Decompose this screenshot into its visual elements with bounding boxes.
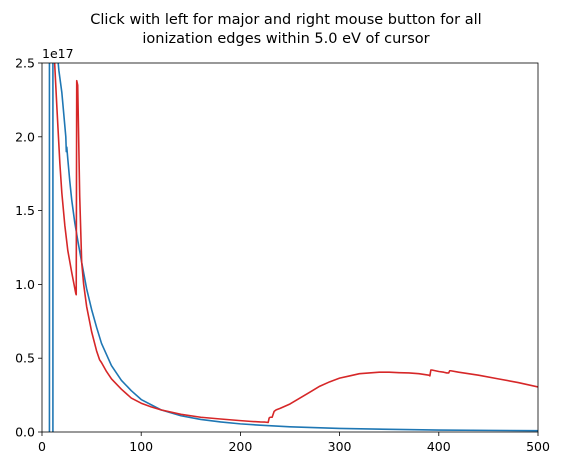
x-axis: 0 100 200 300 400 500 [38,432,550,454]
y-tick-label: 1.0 [15,277,35,292]
y-tick-label: 0.5 [15,351,35,366]
series-line-2 [53,63,538,424]
series-line-0 [48,63,538,432]
y-tick-label: 0.0 [15,425,35,440]
x-tick-label: 500 [526,439,550,454]
series-layer [48,63,538,432]
y-axis-offset-label: 1e17 [42,46,74,61]
x-tick-label: 400 [427,439,451,454]
chart-title-line-1: Click with left for major and right mous… [90,12,481,28]
x-tick-label: 0 [38,439,46,454]
x-tick-label: 300 [328,439,352,454]
x-tick-label: 200 [228,439,252,454]
y-tick-label: 2.0 [15,129,35,144]
chart-title-line-2: ionization edges within 5.0 eV of cursor [142,31,429,47]
axes-frame [41,62,539,433]
y-tick-label: 1.5 [15,203,35,218]
y-axis: 0.0 0.5 1.0 1.5 2.0 2.5 [15,56,42,440]
y-tick-label: 2.5 [15,56,35,71]
x-tick-label: 100 [129,439,153,454]
plot-area[interactable] [41,48,539,433]
